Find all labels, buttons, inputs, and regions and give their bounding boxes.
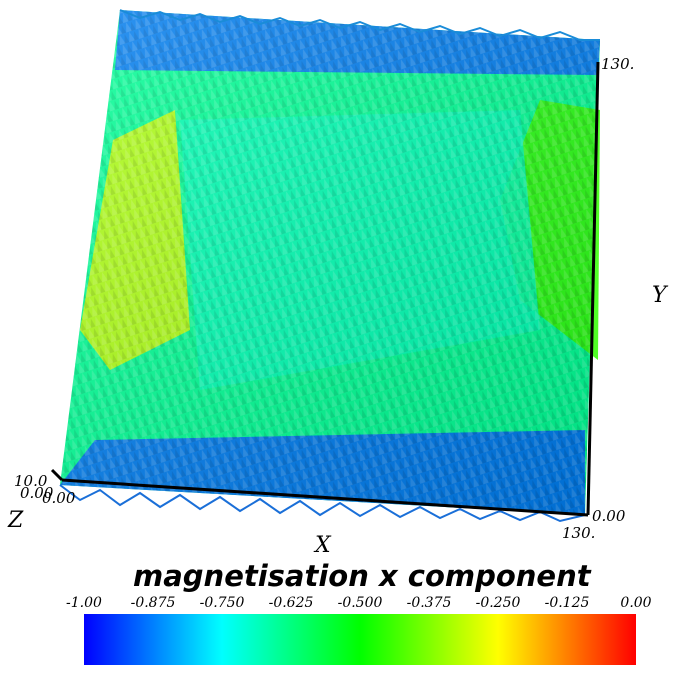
- z-axis-title: Z: [7, 508, 24, 533]
- z-axis-tick-start: 0.00: [20, 484, 54, 502]
- colorbar-tick-label: -0.625: [269, 595, 314, 611]
- colorbar-tick-label: -0.125: [545, 595, 590, 611]
- y-axis-tick-end: 130.: [601, 55, 634, 73]
- x-axis-title: X: [313, 533, 332, 558]
- z-axis-tick-end: 10.0: [14, 472, 48, 490]
- colorbar-tick-label: -0.375: [407, 595, 452, 611]
- z-axis-line: [50, 468, 64, 482]
- y-axis-title: Y: [652, 283, 669, 308]
- colorbar-tick-label: -0.750: [200, 595, 245, 611]
- colorbar-tick-label: -0.500: [338, 595, 383, 611]
- colorbar-title: magnetisation x component: [133, 559, 592, 593]
- y-axis-line: [586, 61, 600, 516]
- colorbar-tick-label: 0.00: [620, 595, 651, 611]
- x-axis-line: [61, 478, 589, 517]
- axes: [50, 61, 600, 517]
- colorbar-tick-label: -0.875: [131, 595, 176, 611]
- colorbar-ticks: -1.00 -0.875 -0.750 -0.625 -0.500 -0.375 -0.25…: [66, 595, 652, 611]
- colorbar-tick-label: -0.250: [476, 595, 521, 611]
- colorbar-tick-label: -1.00: [66, 595, 102, 611]
- colorbar: [84, 614, 636, 665]
- y-axis-tick-start: 0.00: [592, 507, 626, 525]
- x-axis-tick-end: 130.: [562, 524, 595, 542]
- field-top-edge-glyphs: [119, 9, 600, 41]
- field-bottom-edge-glyphs: [59, 484, 586, 523]
- glyph-field: [59, 9, 600, 523]
- x-axis-tick-start: 0.00: [42, 489, 76, 507]
- field-shading: [60, 10, 600, 515]
